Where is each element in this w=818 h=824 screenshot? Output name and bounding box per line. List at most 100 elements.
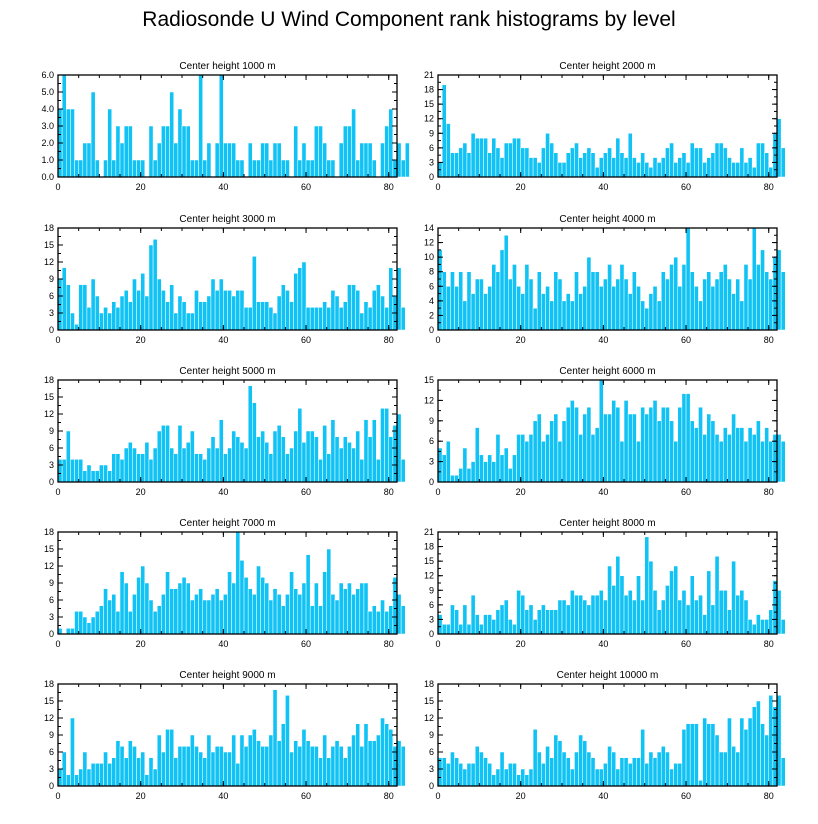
y-tick-label: 15 [44,696,54,706]
histogram-bar [305,740,311,787]
histogram-bar [723,751,728,787]
histogram-bar [256,159,261,178]
histogram-bar [565,152,571,178]
histogram-bar [272,588,278,635]
histogram-bar [140,751,146,787]
y-tick-label: 3 [429,157,434,167]
histogram-bar [528,434,534,483]
histogram-bar [214,588,220,635]
histogram-panel: Center height 10000 m 0 3 6 9 12 15 18 0 20 40 60 80 [424,670,786,801]
histogram-bar [152,447,158,483]
histogram-bar [536,609,542,635]
histogram-bar [743,599,749,635]
histogram-bar [640,300,645,331]
histogram-bar [293,588,299,635]
histogram-bar [61,459,67,483]
histogram-bar [619,152,625,178]
histogram-bar [99,464,104,483]
histogram-bar [615,556,621,635]
histogram-bar [351,284,356,331]
x-tick-label: 40 [598,791,608,801]
histogram-bar [334,436,340,483]
histogram-bar [450,604,455,635]
histogram-bar [198,301,203,331]
histogram-bar [780,271,786,331]
y-tick-label: 6 [49,747,54,757]
histogram-bar [545,609,550,635]
histogram-bar [309,746,315,787]
histogram-bar [359,312,365,331]
histogram-bar [594,768,600,787]
histogram-bar [751,624,757,635]
histogram-bar [243,307,249,331]
histogram-bar [103,588,108,635]
histogram-bar [574,142,579,178]
histogram-bar [698,300,703,331]
histogram-bar [714,278,720,331]
histogram-bar [731,293,736,331]
y-tick-label: 3 [429,764,434,774]
histogram-bar [330,419,336,483]
histogram-bar [165,301,170,331]
histogram-bar [371,290,377,331]
histogram-bar [565,604,571,635]
x-tick-label: 60 [681,335,691,345]
histogram-bar [545,746,550,787]
histogram-bar [578,434,583,483]
histogram-bar [185,312,191,331]
histogram-bar [718,440,724,483]
histogram-bar [512,763,517,787]
x-tick-label: 40 [598,639,608,649]
histogram-bar [210,594,216,635]
histogram-bar [301,729,307,787]
histogram-bar [140,159,146,178]
histogram-bar [318,459,323,483]
histogram-bar [218,599,224,635]
y-tick-label: 12 [424,238,434,248]
histogram-bar [190,159,195,178]
histogram-bar [206,734,212,787]
histogram-bar [557,162,563,178]
histogram-bar [239,560,245,635]
histogram-bar [252,729,257,787]
histogram-bar [640,729,645,787]
x-tick-label: 80 [384,791,394,801]
histogram-bar [223,290,228,331]
histogram-bar [561,300,567,331]
x-tick-label: 0 [55,335,60,345]
histogram-bar [144,442,150,483]
histogram-bar [268,307,274,331]
y-tick-label: 0 [49,629,54,639]
histogram-bar [107,108,112,178]
histogram-bar [347,442,352,483]
histogram-bar [198,751,203,787]
histogram-bar [123,447,129,483]
histogram-bar [644,307,650,331]
histogram-panel: Center height 6000 m 0 3 6 9 12 15 0 20 40 60 80 [424,366,786,497]
histogram-panel: Center height 5000 m 0 3 6 9 12 15 18 0 20 40 60 80 [44,366,406,497]
histogram-bar [751,434,757,483]
histogram-bar [603,763,608,787]
histogram-bar [152,611,158,635]
histogram-bar [706,157,712,178]
histogram-bar [723,427,728,483]
x-tick-label: 40 [598,182,608,192]
y-tick-label: 3 [49,308,54,318]
histogram-bar [309,605,315,635]
histogram-bar [347,125,352,178]
histogram-bar [367,611,373,635]
histogram-bar [532,420,538,483]
x-tick-label: 40 [218,335,228,345]
histogram-bar [541,293,546,331]
histogram-bar [727,157,732,178]
y-tick-label: 6 [429,143,434,153]
histogram-bar [524,264,530,331]
histogram-bar [223,594,228,635]
histogram-bar [685,393,691,483]
histogram-bar [173,757,179,787]
y-tick-label: 12 [424,713,434,723]
histogram-bar [285,453,290,483]
histogram-bar [367,142,373,178]
histogram-bar [128,125,133,178]
histogram-bar [190,734,195,787]
